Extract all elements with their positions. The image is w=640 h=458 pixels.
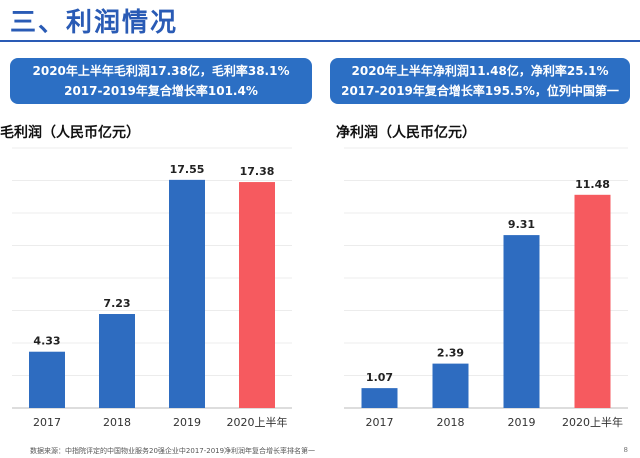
gross-profit-callout-line2: 2017-2019年复合增长率101.4% <box>64 84 258 98</box>
gross-value-label-1: 7.23 <box>103 297 130 310</box>
page-title: 三、利润情况 <box>10 8 179 38</box>
net-profit-callout: 2020年上半年净利润11.48亿，净利率25.1% 2017-2019年复合增… <box>330 58 630 104</box>
net-profit-chart-title: 净利润（人民币亿元） <box>336 125 476 141</box>
gross-category-label-3: 2020上半年 <box>227 415 288 429</box>
net-profit-chart: 1.07 2017 2.39 2018 9.31 2019 11.48 2020上半年 <box>344 147 628 429</box>
net-bar-2 <box>503 235 540 408</box>
net-category-label-3: 2020上半年 <box>562 415 623 429</box>
net-profit-callout-line1: 2020年上半年净利润11.48亿，净利率25.1% <box>351 64 609 78</box>
gross-profit-chart: 4.33 2017 7.23 2018 17.55 2019 17.38 2020上半年 <box>12 147 292 429</box>
net-bar-1 <box>432 363 469 408</box>
gross-profit-callout-line1: 2020年上半年毛利润17.38亿，毛利率38.1% <box>32 64 290 78</box>
net-bar-3 <box>574 194 611 408</box>
gross-category-label-0: 2017 <box>33 416 61 429</box>
gross-profit-callout: 2020年上半年毛利润17.38亿，毛利率38.1% 2017-2019年复合增… <box>10 58 312 104</box>
net-profit-callout-line2: 2017-2019年复合增长率195.5%，位列中国第一 <box>341 84 619 98</box>
gross-category-label-1: 2018 <box>103 416 131 429</box>
net-bar-0 <box>361 388 398 408</box>
title-bar: 三、利润情况 <box>0 0 640 42</box>
net-value-label-2: 9.31 <box>508 218 535 231</box>
gross-value-label-0: 4.33 <box>33 335 60 348</box>
gross-value-label-2: 17.55 <box>170 163 205 176</box>
gross-bar-3 <box>239 182 275 408</box>
net-value-label-1: 2.39 <box>437 347 464 360</box>
net-category-label-1: 2018 <box>437 416 465 429</box>
gross-profit-chart-title: 毛利润（人民币亿元） <box>0 125 140 141</box>
gross-bar-0 <box>29 351 65 408</box>
net-category-label-2: 2019 <box>508 416 536 429</box>
data-source-note: 数据来源：中指院评定的中国物业服务20强企业中2017-2019净利润年复合增长… <box>30 447 316 455</box>
net-value-label-3: 11.48 <box>575 178 610 191</box>
gross-bar-2 <box>169 179 205 408</box>
title-underline <box>0 40 640 42</box>
net-category-label-0: 2017 <box>366 416 394 429</box>
page-number: 8 <box>623 446 628 454</box>
gross-value-label-3: 17.38 <box>240 165 275 178</box>
net-value-label-0: 1.07 <box>366 371 393 384</box>
gross-category-label-2: 2019 <box>173 416 201 429</box>
gross-bar-1 <box>99 314 135 408</box>
